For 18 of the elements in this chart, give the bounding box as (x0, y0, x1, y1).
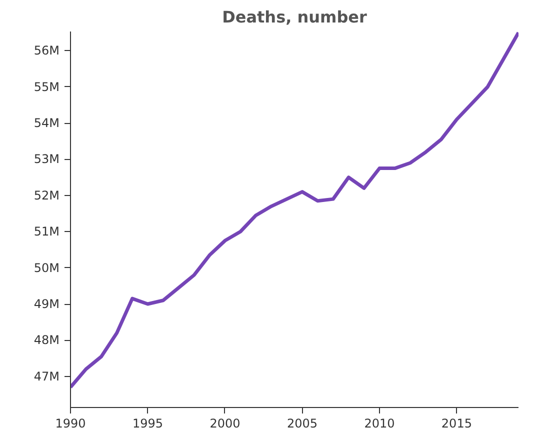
x-tick-label: 2005 (286, 416, 318, 430)
x-tick-label: 2000 (210, 416, 240, 430)
line-series (70, 32, 518, 389)
y-tick-label: 55M (34, 80, 60, 94)
y-tick-label: 47M (34, 369, 60, 384)
y-tick-label: 51M (34, 224, 60, 239)
y-tick-label: 56M (34, 44, 60, 58)
chart-title: Deaths, number (222, 8, 368, 26)
y-tick-label: 48M (34, 333, 60, 348)
x-tick-label: 2010 (364, 416, 395, 430)
y-tick-label: 50M (34, 260, 60, 275)
y-tick-label: 49M (34, 297, 60, 311)
y-tick-label: 53M (34, 152, 60, 166)
y-tick-label: 54M (34, 116, 60, 130)
x-tick-label: 1990 (55, 416, 86, 430)
x-tick-label: 2015 (441, 416, 472, 430)
x-tick-label: 1995 (132, 416, 164, 430)
y-tick-label: 52M (34, 188, 60, 202)
